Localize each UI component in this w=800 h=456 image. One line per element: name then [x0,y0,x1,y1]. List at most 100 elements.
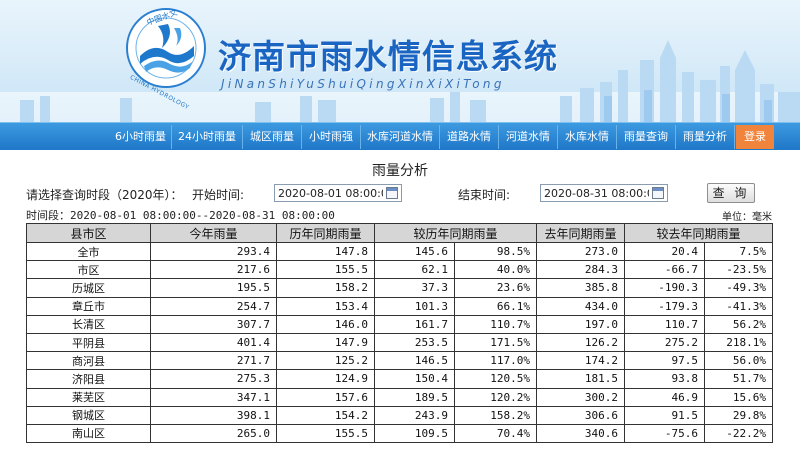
table-row: 长清区 307.7 146.0 161.7 110.7% 197.0 110.7 56.2% [26,314,774,334]
pct-historical-cell: 70.4% [453,423,538,444]
start-time-label: 开始时间: [192,188,245,202]
time-range-value: 2020-08-01 08:00:00--2020-08-31 08:00:00 [70,209,335,222]
table-row: 全市 293.4 147.8 145.6 98.5% 273.0 20.4 7.5% [26,241,774,262]
pct-historical-cell: 120.5% [453,369,538,389]
this-year-cell: 265.0 [150,423,277,444]
site-title: 济南市雨水情信息系统 [218,37,558,76]
start-time-input[interactable] [274,184,402,202]
district-cell: 市区 [26,260,151,280]
pct-last-year-cell: 218.1% [704,332,774,353]
historical-cell: 146.0 [276,314,375,334]
nav-item-6h-rainfall[interactable]: 6小时雨量 [110,125,172,149]
diff-historical-cell: 101.3 [374,296,455,316]
start-calendar-icon[interactable] [386,187,398,199]
district-cell: 钢城区 [26,405,151,425]
nav-item-rainfall-query[interactable]: 雨量查询 [617,125,676,149]
diff-last-year-cell: -75.6 [624,423,706,444]
diff-last-year-cell: 97.5 [624,351,706,371]
district-cell: 长清区 [26,314,151,334]
nav-item-hourly-intensity[interactable]: 小时雨强 [302,125,361,149]
table-row: 钢城区 398.1 154.2 243.9 158.2% 306.6 91.5 29.8% [26,405,774,425]
query-button[interactable]: 查 询 [707,183,755,203]
nav-item-reservoir-water[interactable]: 水库水情 [558,125,617,149]
diff-last-year-cell: 275.2 [624,332,706,353]
city-skyline-graphic [0,40,800,124]
diff-last-year-cell: 20.4 [624,241,706,262]
pct-last-year-cell: -22.2% [704,423,774,444]
pct-historical-cell: 171.5% [453,332,538,353]
pct-last-year-cell: -41.3% [704,296,774,316]
this-year-cell: 401.4 [150,332,277,353]
last-year-cell: 197.0 [536,314,626,334]
historical-cell: 147.8 [276,241,375,262]
diff-historical-cell: 243.9 [374,405,455,425]
table-row: 市区 217.6 155.5 62.1 40.0% 284.3 -66.7 -23.5% [26,260,774,280]
pct-historical-cell: 23.6% [453,278,538,298]
time-range-text: 时间段：2020-08-01 08:00:00--2020-08-31 08:0… [26,207,335,223]
last-year-cell: 306.6 [536,405,626,425]
pct-historical-cell: 117.0% [453,351,538,371]
diff-last-year-cell: 93.8 [624,369,706,389]
main-nav-bar: 6小时雨量 24小时雨量 城区雨量 小时雨强 水库河道水情 道路水情 河道水情 … [0,122,800,150]
historical-cell: 157.6 [276,387,375,407]
rainfall-analysis-table: 县市区 今年雨量 历年同期雨量 较历年同期雨量 去年同期雨量 较去年同期雨量 全… [26,223,774,444]
diff-historical-cell: 189.5 [374,387,455,407]
site-subtitle: JiNanShiYuShuiQingXinXiXiTong [221,77,505,91]
pct-last-year-cell: -23.5% [704,260,774,280]
diff-historical-cell: 161.7 [374,314,455,334]
last-year-cell: 300.2 [536,387,626,407]
diff-last-year-cell: -66.7 [624,260,706,280]
pct-last-year-cell: 15.6% [704,387,774,407]
nav-item-rainfall-analysis[interactable]: 雨量分析 [676,125,735,149]
last-year-cell: 434.0 [536,296,626,316]
pct-historical-cell: 98.5% [453,241,538,262]
table-row: 莱芜区 347.1 157.6 189.5 120.2% 300.2 46.9 15.6% [26,387,774,407]
district-cell: 莱芜区 [26,387,151,407]
nav-item-24h-rainfall[interactable]: 24小时雨量 [172,125,243,149]
last-year-cell: 174.2 [536,351,626,371]
district-cell: 历城区 [26,278,151,298]
pct-last-year-cell: 51.7% [704,369,774,389]
pct-historical-cell: 40.0% [453,260,538,280]
nav-item-city-rainfall[interactable]: 城区雨量 [243,125,302,149]
historical-cell: 125.2 [276,351,375,371]
diff-last-year-cell: -190.3 [624,278,706,298]
pct-last-year-cell: 29.8% [704,405,774,425]
last-year-cell: 385.8 [536,278,626,298]
column-header-vs-last-year: 较去年同期雨量 [624,223,774,243]
diff-historical-cell: 37.3 [374,278,455,298]
historical-cell: 124.9 [276,369,375,389]
column-header-vs-historical: 较历年同期雨量 [373,223,538,243]
district-cell: 南山区 [26,423,151,444]
diff-historical-cell: 62.1 [374,260,455,280]
pct-historical-cell: 66.1% [453,296,538,316]
this-year-cell: 275.3 [150,369,277,389]
end-calendar-icon[interactable] [652,187,664,199]
historical-cell: 154.2 [276,405,375,425]
historical-cell: 155.5 [276,423,375,444]
table-row: 历城区 195.5 158.2 37.3 23.6% 385.8 -190.3 -49.3% [26,278,774,298]
last-year-cell: 340.6 [536,423,626,444]
this-year-cell: 293.4 [150,241,277,262]
table-row: 平阴县 401.4 147.9 253.5 171.5% 126.2 275.2 218.1% [26,332,774,353]
this-year-cell: 398.1 [150,405,277,425]
nav-item-road-water[interactable]: 道路水情 [440,125,499,149]
login-button[interactable]: 登录 [736,125,774,149]
end-time-input[interactable] [540,184,668,202]
time-range-label: 时间段： [26,209,70,222]
historical-cell: 158.2 [276,278,375,298]
nav-item-reservoir-river[interactable]: 水库河道水情 [361,125,440,149]
pct-last-year-cell: -49.3% [704,278,774,298]
district-cell: 济阳县 [26,369,151,389]
china-hydrology-logo [126,8,206,88]
pct-last-year-cell: 56.0% [704,351,774,371]
nav-item-river-water[interactable]: 河道水情 [499,125,558,149]
column-header-this-year: 今年雨量 [150,223,277,243]
pct-historical-cell: 120.2% [453,387,538,407]
diff-historical-cell: 146.5 [374,351,455,371]
diff-historical-cell: 150.4 [374,369,455,389]
district-cell: 章丘市 [26,296,151,316]
pct-historical-cell: 110.7% [453,314,538,334]
pct-last-year-cell: 7.5% [704,241,774,262]
